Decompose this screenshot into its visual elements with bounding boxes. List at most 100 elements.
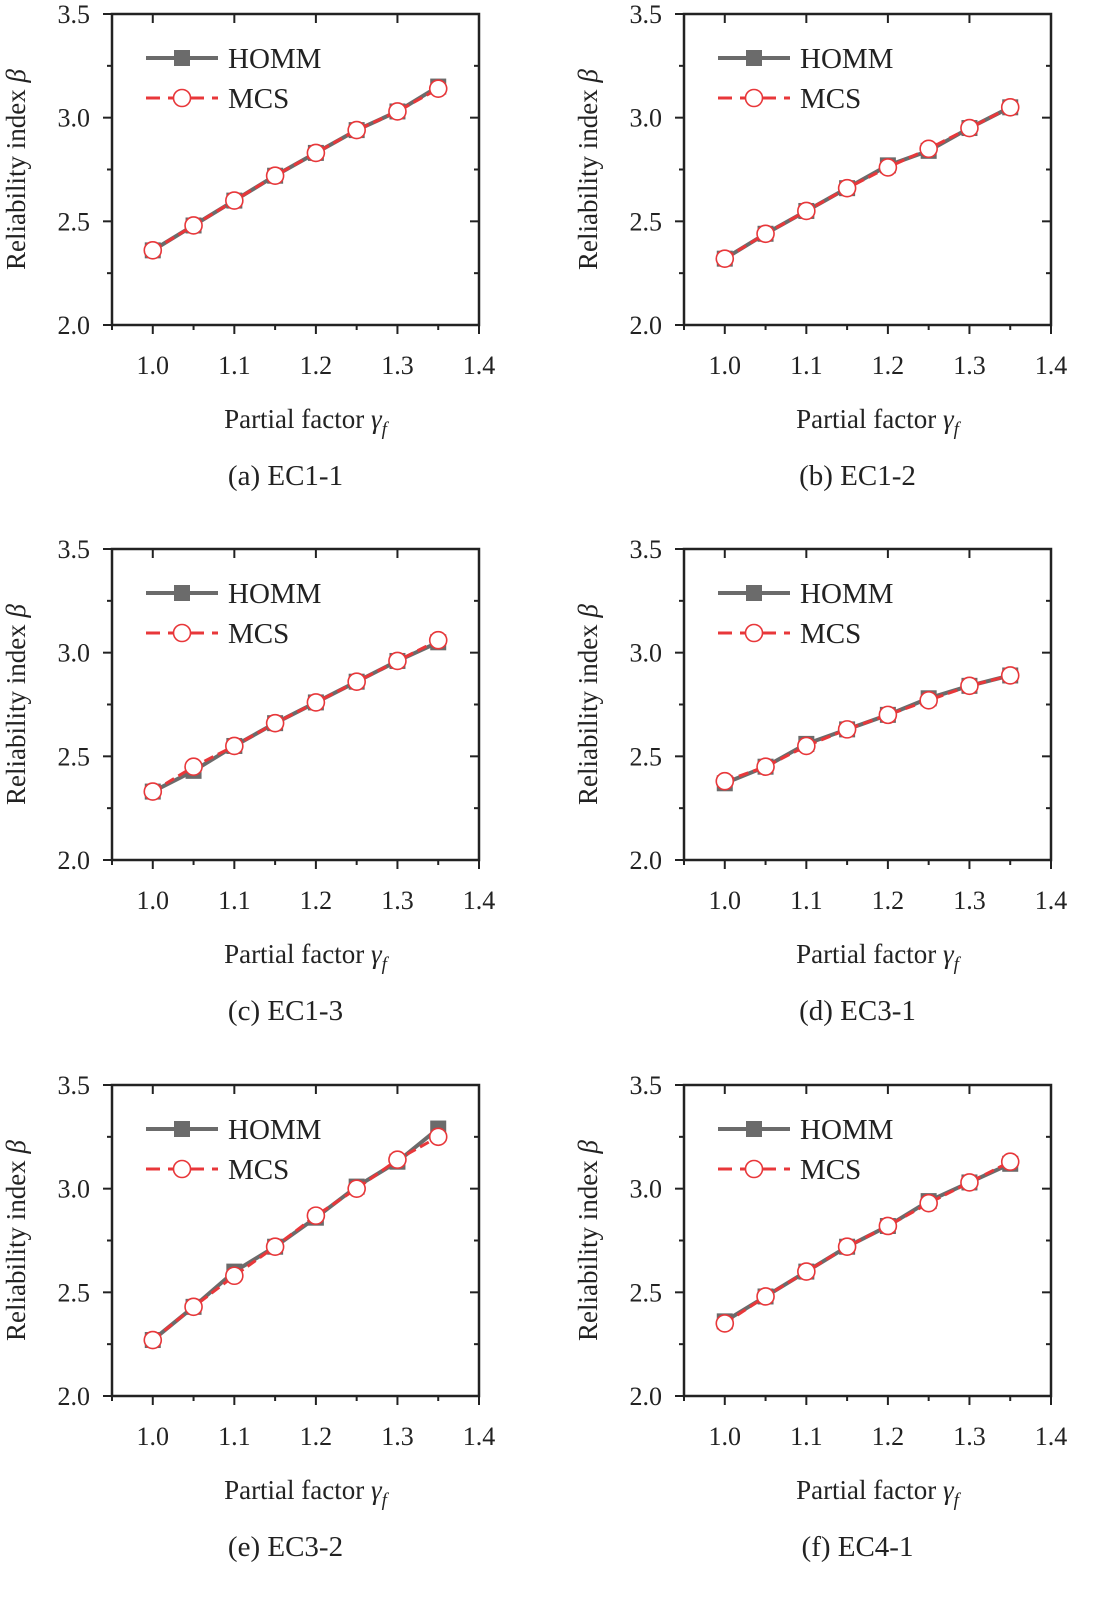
legend-homm-marker [746,50,762,66]
x-axis-label: Partial factor γf [224,1475,390,1511]
mcs-point [919,691,938,710]
mcs-point [878,158,898,177]
legend: HOMM MCS [718,43,893,115]
mcs-point [347,1179,366,1198]
mcs-point [306,143,326,163]
mcs-point [143,782,163,801]
x-axis-label-text: Partial factor [796,404,943,434]
y-axis-label-text: Reliability index [1,82,31,269]
x-tick-label: 1.1 [790,886,823,915]
x-axis-label-sub: f [954,954,962,975]
y-tick-label: 2.0 [58,846,91,875]
mcs-point [184,757,203,776]
y-tick-label: 2.5 [630,1278,663,1307]
x-axis-label: Partial factor γf [796,939,962,975]
legend: HOMM MCS [718,578,893,650]
mcs-point [797,736,816,756]
x-tick-label: 1.0 [137,351,170,380]
mcs-point [265,166,285,186]
legend-mcs-marker [172,88,192,108]
subplot-3: 1.0 1.1 1.2 1.3 1.4 2.0 2.5 3.0 3.5 Reliability i… [573,535,1067,1027]
subplot-caption: (e) EC3-2 [228,1531,343,1563]
y-tick-label: 3.5 [58,535,91,564]
x-tick-label: 1.2 [300,351,333,380]
y-axis-label: Reliability index β [573,68,603,269]
x-tick-label: 1.2 [872,886,905,915]
x-axis-label-sub: f [954,419,962,440]
y-tick-label: 3.5 [630,535,663,564]
mcs-point [428,630,448,650]
mcs-point [715,1314,735,1333]
y-axis-label-symbol: β [1,68,31,83]
mcs-point [225,191,244,210]
x-tick-label: 1.1 [218,1422,251,1451]
mcs-point [960,1173,979,1192]
mcs-point [184,1297,203,1317]
legend-mcs-label: MCS [228,83,289,115]
x-axis-label-symbol: γ [943,939,955,969]
x-tick-label: 1.3 [953,1422,986,1451]
x-axis-label-text: Partial factor [224,939,371,969]
mcs-point [960,676,979,696]
legend-homm-label: HOMM [800,43,893,75]
mcs-point [1000,1152,1020,1172]
legend-mcs-label: MCS [800,1154,861,1186]
legend-homm-marker [174,585,190,601]
legend-mcs-marker [744,1159,764,1179]
y-tick-label: 2.0 [630,311,663,340]
y-tick-label: 3.0 [630,639,663,668]
y-tick-label: 3.5 [630,1071,663,1100]
legend-mcs-marker [744,88,764,108]
mcs-point [388,651,407,671]
legend: HOMM MCS [146,578,321,650]
x-axis-label-sub: f [382,419,390,440]
y-axis-label-text: Reliability index [573,617,603,804]
x-tick-label: 1.0 [709,886,742,915]
y-axis-label-symbol: β [1,603,31,618]
y-tick-label: 3.0 [58,639,91,668]
legend-homm-marker [746,585,762,601]
x-axis-label-symbol: γ [371,1475,383,1505]
x-axis-label-symbol: γ [371,939,383,969]
y-axis-label: Reliability index β [1,1139,31,1340]
x-tick-label: 1.2 [300,886,333,915]
subplot-caption: (c) EC1-3 [228,995,343,1027]
x-axis-label-symbol: γ [371,404,383,434]
x-axis-label-symbol: γ [943,404,955,434]
x-tick-label: 1.1 [218,351,251,380]
mcs-point [797,201,816,221]
legend-mcs-marker [172,1159,192,1179]
y-tick-label: 2.5 [630,742,663,771]
legend-homm-label: HOMM [228,43,321,75]
x-tick-label: 1.3 [953,351,986,380]
y-axis-label-text: Reliability index [573,82,603,269]
x-axis-label: Partial factor γf [796,1475,962,1511]
y-axis-label: Reliability index β [573,1139,603,1340]
mcs-point [306,1206,326,1225]
mcs-point [715,249,735,268]
legend: HOMM MCS [718,1114,893,1186]
y-tick-label: 3.5 [58,0,91,29]
y-tick-label: 2.5 [630,207,663,236]
mcs-point [143,241,163,260]
x-tick-label: 1.1 [790,1422,823,1451]
legend-mcs-label: MCS [800,83,861,115]
x-axis-label: Partial factor γf [224,939,390,975]
x-tick-label: 1.2 [872,351,905,380]
x-axis-label: Partial factor γf [796,404,962,440]
mcs-point [919,1193,938,1213]
y-axis-label: Reliability index β [1,603,31,804]
y-tick-label: 2.0 [58,1382,91,1411]
mcs-point [428,79,448,98]
y-tick-label: 3.0 [630,1175,663,1204]
mcs-point [756,757,775,776]
x-axis-label-symbol: γ [943,1475,955,1505]
legend-mcs-label: MCS [800,618,861,650]
legend-homm-label: HOMM [800,578,893,610]
x-axis-label-sub: f [382,1490,390,1511]
mcs-point [347,672,366,691]
x-tick-label: 1.4 [463,886,496,915]
x-tick-label: 1.3 [381,886,414,915]
mcs-point [1000,666,1020,685]
